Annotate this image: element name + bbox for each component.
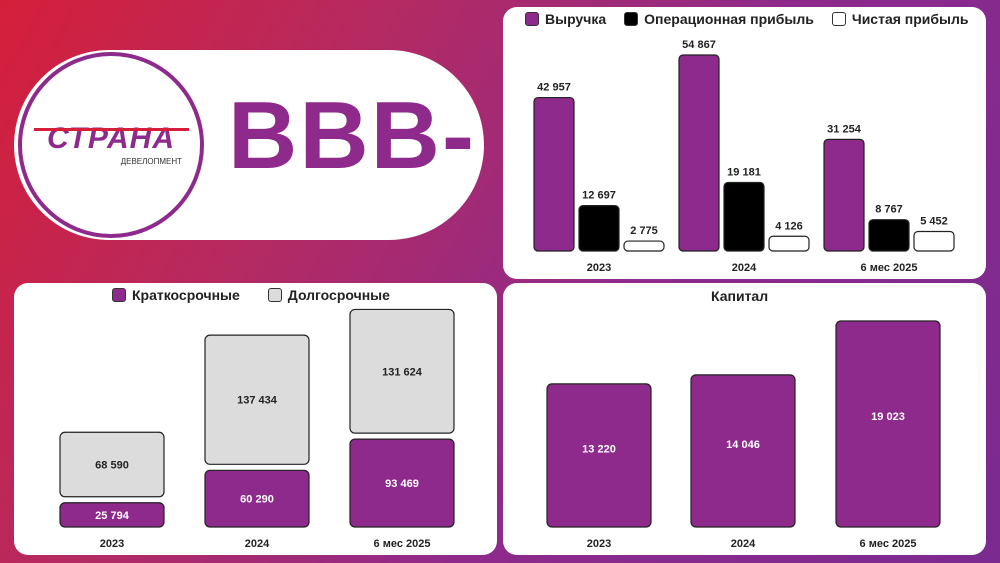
- legend-label: Долгосрочные: [287, 287, 390, 303]
- bar-6-мес-2025-series-2: [913, 230, 955, 252]
- legend-label: Чистая прибыль: [851, 11, 969, 27]
- category-label: 2024: [245, 538, 270, 550]
- data-label: 93 469: [385, 478, 419, 490]
- data-label: 2 775: [630, 225, 658, 237]
- bar-2024-series-1: [204, 334, 310, 465]
- bar-2024-series-1: [723, 181, 765, 252]
- data-label: 19 023: [871, 411, 905, 423]
- bar-6-мес-2025-series-0: [349, 438, 455, 528]
- data-label: 5 452: [920, 216, 948, 228]
- bar-2023-series-2: [623, 240, 665, 252]
- data-label: 31 254: [827, 123, 862, 135]
- category-label: 2024: [731, 538, 756, 550]
- legend-item-long-term: Долгосрочные: [267, 287, 390, 303]
- bar-2024: [690, 374, 796, 528]
- bar-2024-series-0: [678, 54, 720, 252]
- category-label: 6 мес 2025: [861, 262, 918, 274]
- legend-label: Выручка: [545, 11, 607, 27]
- operating-profit-swatch: [624, 12, 639, 26]
- legend-label: Краткосрочные: [132, 287, 240, 303]
- short-term-swatch: [112, 288, 126, 302]
- data-label: 25 794: [95, 510, 130, 522]
- bar-2024-series-2: [768, 235, 810, 252]
- bar-2023-series-0: [59, 502, 165, 528]
- revenue-swatch: [525, 12, 539, 26]
- legend-item-short-term: Краткосрочные: [112, 287, 240, 303]
- data-label: 68 590: [95, 460, 129, 472]
- data-label: 54 867: [682, 39, 716, 51]
- data-label: 14 046: [726, 439, 760, 451]
- bar-2023-series-0: [533, 96, 575, 252]
- logo-subtitle: ДЕВЕЛОПМЕНТ: [121, 157, 182, 166]
- bar-6-мес-2025-series-1: [349, 308, 455, 434]
- legend-item-net-profit: Чистая прибыль: [831, 11, 969, 27]
- legend-item-revenue: Выручка: [525, 11, 606, 27]
- logo-word: СТРАНА: [47, 122, 175, 155]
- category-label: 6 мес 2025: [860, 538, 917, 550]
- financials-legend: Выручка Операционная прибыль Чистая приб…: [525, 11, 969, 27]
- bar-6-мес-2025-series-0: [823, 138, 865, 252]
- bar-6-мес-2025-series-1: [868, 219, 910, 252]
- data-label: 4 126: [775, 220, 803, 232]
- data-label: 60 290: [240, 494, 274, 506]
- data-label: 131 624: [382, 366, 423, 378]
- credit-rating: BBB-: [228, 82, 476, 189]
- net-profit-swatch: [831, 12, 846, 26]
- equity-chart: 13 220 2023 14 046 2024 19 023 6 мес 2025: [546, 320, 941, 550]
- bar-6-мес-2025: [835, 320, 941, 528]
- category-label: 6 мес 2025: [374, 538, 431, 550]
- logo-graphic: СТРАНА ДЕВЕЛОПМЕНТ: [34, 122, 189, 166]
- company-logo: СТРАНА ДЕВЕЛОПМЕНТ: [18, 52, 204, 238]
- category-label: 2023: [100, 538, 124, 550]
- category-label: 2023: [587, 538, 611, 550]
- debt-legend: Краткосрочные Долгосрочные: [112, 287, 390, 303]
- bar-2023-series-1: [578, 205, 620, 252]
- bar-2023-series-1: [59, 431, 165, 498]
- category-label: 2024: [732, 262, 757, 274]
- data-label: 19 181: [727, 166, 761, 178]
- data-label: 137 434: [237, 395, 278, 407]
- data-label: 8 767: [875, 204, 903, 216]
- bar-2023: [546, 383, 652, 528]
- financials-chart: 42 957 12 697 2 775 2023 54 867 19 181 4 126 20…: [533, 39, 955, 274]
- data-label: 13 220: [582, 444, 616, 456]
- legend-item-operating-profit: Операционная прибыль: [624, 11, 814, 27]
- debt-chart: 25 794 68 590 2023 60 290 137 434 2024 93 469 1…: [59, 308, 455, 550]
- legend-label: Операционная прибыль: [644, 11, 814, 27]
- long-term-swatch: [267, 288, 282, 302]
- equity-title: Капитал: [711, 288, 769, 304]
- logo-stripe: [34, 128, 189, 131]
- category-label: 2023: [587, 262, 611, 274]
- data-label: 12 697: [582, 190, 616, 202]
- bar-2024-series-0: [204, 469, 310, 528]
- data-label: 42 957: [537, 82, 571, 94]
